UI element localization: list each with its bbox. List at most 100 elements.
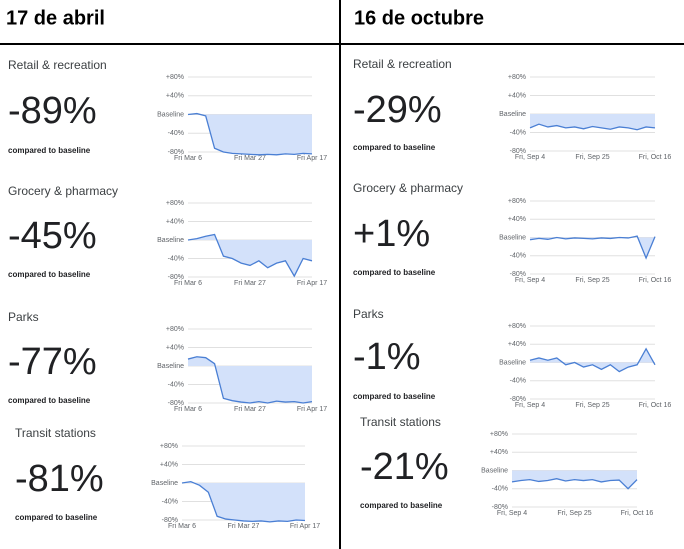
y-tick-label: -40% xyxy=(510,378,526,385)
headline-value: -45% xyxy=(8,215,97,257)
y-tick-label: -80% xyxy=(168,149,184,156)
y-tick-label: +40% xyxy=(508,92,526,99)
headline-caption: compared to baseline xyxy=(353,392,436,401)
y-tick-label: +40% xyxy=(490,449,508,456)
y-tick-label: -80% xyxy=(168,400,184,407)
column-header: 17 de abril xyxy=(6,7,105,29)
category-label: Transit stations xyxy=(360,415,441,429)
y-tick-label: +80% xyxy=(166,200,184,207)
x-tick-label: Fri Mar 6 xyxy=(174,280,202,287)
x-tick-label: Fri, Oct 16 xyxy=(639,277,672,284)
y-tick-label: -80% xyxy=(168,274,184,281)
line xyxy=(529,347,656,373)
y-tick-label: -40% xyxy=(168,130,184,137)
y-tick-label: -80% xyxy=(510,148,526,155)
y-tick-label: Baseline xyxy=(499,111,526,118)
y-tick-label: Baseline xyxy=(157,237,184,244)
y-tick-label: Baseline xyxy=(499,234,526,241)
headline-caption: compared to baseline xyxy=(8,270,91,279)
headline-caption: compared to baseline xyxy=(8,396,91,405)
x-tick-label: Fri, Oct 16 xyxy=(621,510,654,517)
y-tick-label: +80% xyxy=(508,323,526,330)
y-tick-label: +80% xyxy=(166,74,184,81)
x-tick-label: Fri Mar 6 xyxy=(168,523,196,530)
headline-value: -81% xyxy=(15,458,104,500)
headline-value: -77% xyxy=(8,341,97,383)
y-tick-label: +40% xyxy=(166,218,184,225)
y-tick-label: -40% xyxy=(510,129,526,136)
y-tick-label: Baseline xyxy=(157,111,184,118)
x-tick-label: Fri Apr 17 xyxy=(297,406,327,413)
y-tick-label: -80% xyxy=(510,396,526,403)
line xyxy=(529,235,656,260)
y-tick-label: -40% xyxy=(492,486,508,493)
area xyxy=(530,114,655,130)
y-tick-label: -40% xyxy=(162,498,178,505)
headline-value: -1% xyxy=(353,336,421,378)
line xyxy=(187,233,313,278)
headline-caption: compared to baseline xyxy=(353,268,436,277)
headline-value: -89% xyxy=(8,90,97,132)
y-tick-label: +40% xyxy=(160,461,178,468)
line xyxy=(187,356,313,404)
y-tick-label: +40% xyxy=(508,216,526,223)
area xyxy=(188,356,312,403)
y-tick-label: +80% xyxy=(490,431,508,438)
y-tick-label: -80% xyxy=(510,271,526,278)
line xyxy=(187,112,313,156)
line xyxy=(181,480,306,523)
x-tick-label: Fri, Sep 4 xyxy=(515,277,545,284)
x-tick-label: Fri, Oct 16 xyxy=(639,154,672,161)
x-tick-label: Fri, Sep 25 xyxy=(575,277,609,284)
y-tick-label: Baseline xyxy=(481,467,508,474)
category-label: Grocery & pharmacy xyxy=(8,184,118,198)
area xyxy=(188,234,312,277)
category-label: Grocery & pharmacy xyxy=(353,181,463,195)
x-tick-label: Fri, Sep 4 xyxy=(497,510,527,517)
y-tick-label: +80% xyxy=(166,326,184,333)
area xyxy=(188,113,312,155)
line xyxy=(529,123,656,131)
x-tick-label: Fri, Sep 4 xyxy=(515,154,545,161)
headline-value: -29% xyxy=(353,89,442,131)
headline-caption: compared to baseline xyxy=(360,501,443,510)
y-tick-label: -80% xyxy=(492,504,508,511)
x-tick-label: Fri Mar 27 xyxy=(234,155,266,162)
x-tick-label: Fri, Sep 25 xyxy=(575,154,609,161)
y-tick-label: +40% xyxy=(166,93,184,100)
y-tick-label: +80% xyxy=(508,198,526,205)
headline-caption: compared to baseline xyxy=(353,143,436,152)
x-tick-label: Fri, Sep 25 xyxy=(575,402,609,409)
category-label: Retail & recreation xyxy=(353,57,452,71)
category-label: Retail & recreation xyxy=(8,58,107,72)
y-tick-label: +40% xyxy=(166,344,184,351)
x-tick-label: Fri, Oct 16 xyxy=(639,402,672,409)
y-tick-label: +40% xyxy=(508,341,526,348)
y-tick-label: +80% xyxy=(508,74,526,81)
area xyxy=(530,348,655,372)
y-tick-label: +80% xyxy=(160,443,178,450)
y-tick-label: Baseline xyxy=(157,363,184,370)
category-label: Parks xyxy=(8,310,39,324)
category-label: Transit stations xyxy=(15,426,96,440)
x-tick-label: Fri Mar 27 xyxy=(234,406,266,413)
y-tick-label: -40% xyxy=(510,253,526,260)
x-tick-label: Fri, Sep 25 xyxy=(557,510,591,517)
y-tick-label: -40% xyxy=(168,255,184,262)
y-tick-label: -80% xyxy=(162,517,178,524)
y-tick-label: Baseline xyxy=(151,480,178,487)
headline-caption: compared to baseline xyxy=(15,513,98,522)
column-header: 16 de octubre xyxy=(354,7,484,29)
x-tick-label: Fri Apr 17 xyxy=(297,280,327,287)
x-tick-label: Fri Mar 27 xyxy=(234,280,266,287)
x-tick-label: Fri Apr 17 xyxy=(290,523,320,530)
headline-value: +1% xyxy=(353,213,430,255)
y-tick-label: Baseline xyxy=(499,359,526,366)
x-tick-label: Fri Mar 6 xyxy=(174,155,202,162)
line xyxy=(511,478,638,490)
x-tick-label: Fri, Sep 4 xyxy=(515,402,545,409)
headline-value: -21% xyxy=(360,446,449,488)
x-tick-label: Fri Mar 6 xyxy=(174,406,202,413)
category-label: Parks xyxy=(353,307,384,321)
